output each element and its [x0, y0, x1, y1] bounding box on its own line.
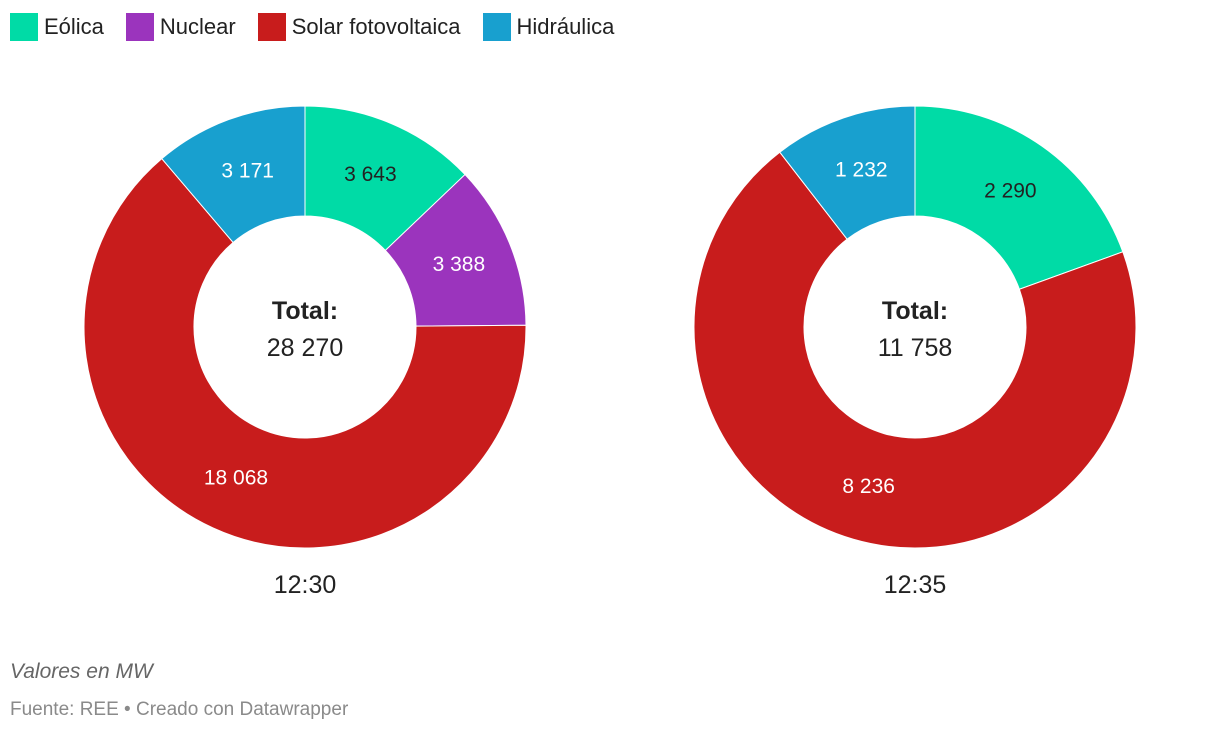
slice-eolica-2: [914, 105, 1124, 290]
slice-solar-fotovoltaica-2: [693, 151, 1137, 549]
legend-swatch-hidraulica: [482, 13, 511, 41]
slice-label-eolica-2: 2 290: [984, 180, 1037, 203]
slice-label-solar-fotovoltaica-1: 18 068: [204, 466, 268, 489]
legend-label-eolica: Eólica: [44, 14, 104, 39]
legend-swatch-nuclear: [125, 13, 154, 41]
units-note: Valores en MW: [10, 660, 153, 683]
chart-title-2: 12:35: [884, 571, 947, 599]
legend-label-nuclear: Nuclear: [159, 14, 236, 39]
legend: Eólica Nuclear Solar fotovoltaica Hidráu…: [10, 12, 636, 42]
donut-charts: 3 643 3 388 18 068 3 171 Total: 28 270 12:30 2 …: [83, 105, 1137, 599]
slice-label-hidraulica-1: 3 171: [221, 160, 274, 183]
legend-item-eolica: Eólica: [10, 13, 104, 41]
slice-label-hidraulica-2: 1 232: [835, 158, 888, 181]
chart-title-1: 12:30: [274, 571, 337, 599]
slice-solar-fotovoltaica-1: [83, 157, 527, 549]
slice-hidraulica-2: [779, 105, 916, 240]
legend-swatch-solar: [257, 13, 286, 41]
legend-item-hidraulica: Hidráulica: [482, 13, 615, 41]
center-value-2: 11 758: [878, 334, 953, 362]
center-label-2: Total:: [882, 297, 948, 325]
center-label-1: Total:: [272, 297, 338, 325]
legend-label-solar: Solar fotovoltaica: [291, 14, 461, 39]
slice-label-solar-fotovoltaica-2: 8 236: [842, 475, 895, 498]
legend-item-nuclear: Nuclear: [125, 13, 236, 41]
legend-swatch-eolica: [10, 13, 38, 41]
legend-label-hidraulica: Hidráulica: [516, 14, 615, 39]
legend-item-solar: Solar fotovoltaica: [257, 13, 461, 41]
slice-label-eolica-1: 3 643: [344, 163, 397, 186]
center-value-1: 28 270: [267, 334, 343, 362]
slice-hidraulica-1: [161, 105, 306, 244]
source-note: Fuente: REE • Creado con Datawrapper: [10, 699, 349, 720]
slice-label-nuclear-1: 3 388: [433, 253, 486, 276]
